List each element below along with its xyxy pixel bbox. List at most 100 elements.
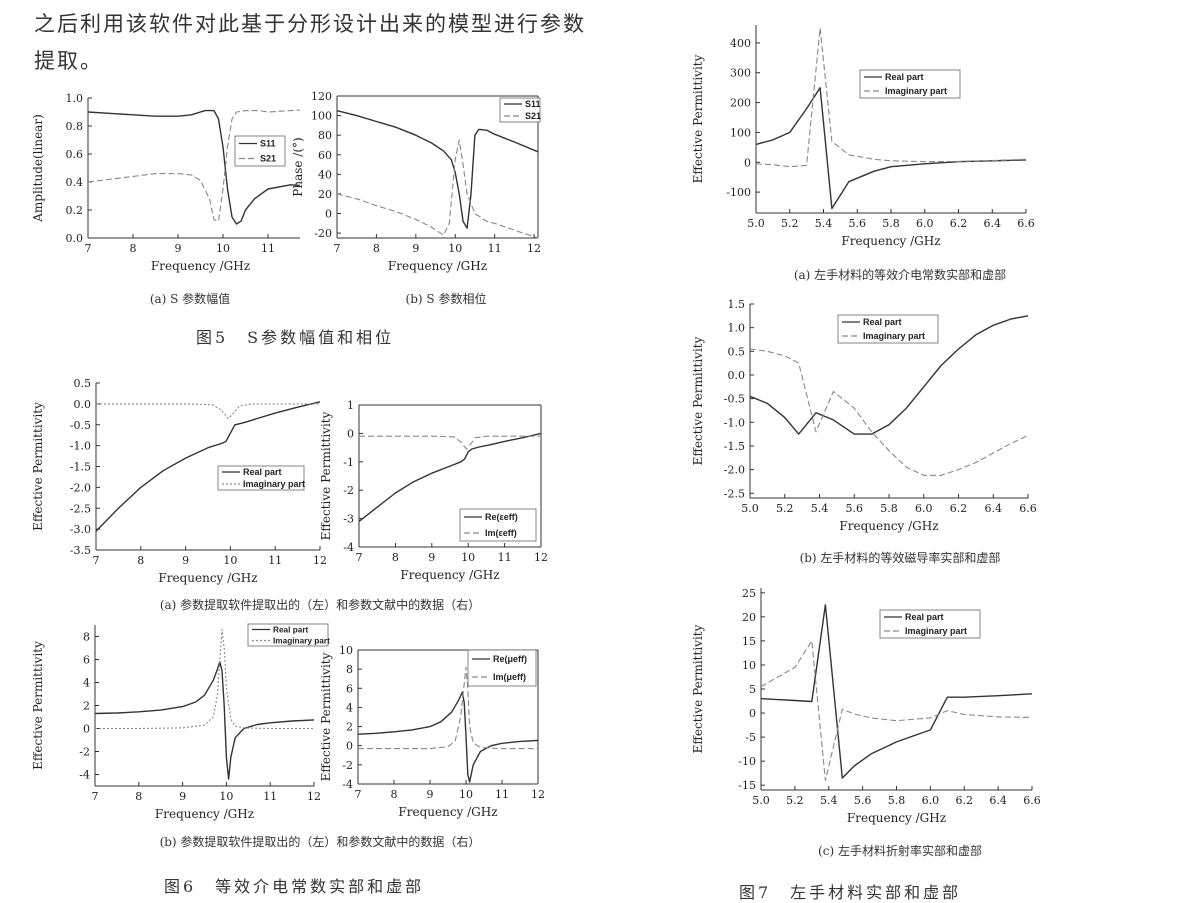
y-tick-label: -2.5 <box>70 502 91 515</box>
intro-paragraph: 之后利用该软件对此基于分形设计出来的模型进行参数提取。 <box>34 12 586 73</box>
x-axis-label: Frequency /GHz <box>151 259 250 273</box>
series-line <box>336 139 539 239</box>
y-tick-label: 0.0 <box>728 369 746 382</box>
x-tick-label: 6.6 <box>1023 794 1040 807</box>
series-line <box>336 110 539 229</box>
y-tick-label: 15 <box>742 635 756 648</box>
legend-label: Re(μeff) <box>493 654 527 664</box>
y-tick-label: 0 <box>347 427 354 440</box>
y-tick-label: -0.5 <box>70 419 91 432</box>
y-tick-label: -15 <box>738 779 756 792</box>
y-tick-label: -3.0 <box>70 523 91 536</box>
y-tick-label: -2.0 <box>70 481 91 494</box>
series-line <box>87 109 300 225</box>
y-tick-label: -2 <box>343 484 354 497</box>
fig7-title: 图7 左手材料实部和虚部 <box>739 883 962 902</box>
x-tick-label: 6.2 <box>950 502 968 515</box>
legend-label: Real part <box>905 612 944 622</box>
y-tick-label: -3.5 <box>70 544 91 557</box>
y-tick-label: -0.5 <box>724 393 745 406</box>
y-tick-label: -1.0 <box>724 416 745 429</box>
y-tick-label: -1.5 <box>724 440 745 453</box>
y-tick-label: 0 <box>744 156 751 169</box>
legend-box <box>837 314 939 344</box>
y-tick-label: -5 <box>745 731 756 744</box>
series-line <box>755 27 1027 168</box>
y-tick-label: 0 <box>83 723 90 736</box>
fig7b-caption: (b) 左手材料的等效磁导率实部和虚部 <box>799 551 1001 565</box>
y-tick-label: -4 <box>342 778 353 791</box>
series-line <box>96 403 320 420</box>
y-tick-label: 0 <box>749 707 756 720</box>
y-axis-label: Effective Permittivity <box>691 54 705 183</box>
chart-lh-permittivity: 5.0 5.2 5.4 5.6 5.8 6.0 6.2 6.4 6.6 -100 0 100 200 30… <box>691 25 1035 248</box>
x-tick-label: 7 <box>85 242 92 255</box>
y-tick-label: 0.0 <box>74 398 92 411</box>
x-tick-label: 8 <box>137 554 144 567</box>
x-axis-label: Frequency /GHz <box>400 568 499 582</box>
y-tick-label: 0.4 <box>66 176 84 189</box>
y-tick-label: 400 <box>730 37 751 50</box>
y-axis-label: Effective Permittivity <box>31 402 45 531</box>
legend-label: Imaginary part <box>905 626 967 636</box>
y-tick-label: 10 <box>742 659 756 672</box>
series-line <box>760 604 1033 779</box>
y-tick-label: -1.5 <box>70 461 91 474</box>
x-tick-label: 7 <box>93 554 100 567</box>
chart-s-phase: 7 8 9 10 11 12 -20 0 20 40 60 80 100 120 Frequency /GH… <box>291 90 541 273</box>
x-axis-label: Frequency /GHz <box>158 571 257 585</box>
legend-label: Real part <box>885 72 924 82</box>
legend-box <box>459 508 537 542</box>
x-tick-label: 12 <box>531 788 545 801</box>
x-tick-label: 12 <box>527 242 541 255</box>
y-tick-label: 100 <box>311 110 332 123</box>
legend-label: Real part <box>863 317 902 327</box>
x-axis-label: Frequency /GHz <box>847 811 946 825</box>
y-tick-label: 0.0 <box>66 232 84 245</box>
x-tick-label: 5.0 <box>741 502 759 515</box>
fig5b-caption: (b) S 参数相位 <box>405 292 487 306</box>
x-tick-label: 7 <box>334 242 341 255</box>
y-tick-label: 2 <box>346 721 353 734</box>
x-tick-label: 6.0 <box>915 502 933 515</box>
legend-box <box>467 649 537 687</box>
x-axis-label: Frequency /GHz <box>841 234 940 248</box>
y-axis-label: Effective Permittivity <box>319 652 333 781</box>
y-tick-label: 2 <box>83 700 90 713</box>
x-tick-label: 11 <box>498 551 512 564</box>
x-tick-label: 9 <box>412 242 419 255</box>
x-axis-label: Frequency /GHz <box>398 805 497 819</box>
y-tick-label: 0.5 <box>74 377 92 390</box>
x-tick-label: 11 <box>495 788 509 801</box>
y-tick-label: 6 <box>83 654 90 667</box>
y-axis-label: Phase /(°) <box>291 137 305 196</box>
x-tick-label: 5.2 <box>786 794 804 807</box>
y-tick-label: 8 <box>346 663 353 676</box>
x-tick-label: 6.4 <box>985 502 1003 515</box>
y-tick-label: 200 <box>730 97 751 110</box>
fig5-title: 图5 S参数幅值和相位 <box>196 328 395 347</box>
x-tick-label: 6.0 <box>916 217 934 230</box>
series-line <box>95 401 321 532</box>
y-axis-label: Amplitude(linear) <box>31 114 45 223</box>
x-tick-label: 7 <box>355 788 362 801</box>
x-tick-label: 9 <box>179 790 186 803</box>
x-tick-label: 6.6 <box>1017 217 1035 230</box>
chart-permittivity-literature-a: 7 8 9 10 11 12 -4 -3 -2 -1 0 1 Frequency /GHz Effecti… <box>319 399 548 582</box>
legend-label: Imaginary part <box>885 86 947 96</box>
x-tick-label: 9 <box>428 551 435 564</box>
chart-permittivity-software-a: 7 8 9 10 11 12 -3.5 -3.0 -2.5 -2.0 -1.5 -1.0 -0.5 0.0… <box>31 377 327 585</box>
x-tick-label: 9 <box>175 242 182 255</box>
x-tick-label: 8 <box>392 551 399 564</box>
legend-label: S11 <box>525 99 541 109</box>
x-tick-label: 5.4 <box>811 502 829 515</box>
x-tick-label: 5.6 <box>849 217 867 230</box>
x-tick-label: 8 <box>373 242 380 255</box>
y-tick-label: 5 <box>749 683 756 696</box>
series-line <box>755 86 1027 210</box>
y-tick-label: 100 <box>730 126 751 139</box>
legend-box <box>234 135 286 167</box>
x-tick-label: 6.4 <box>984 217 1002 230</box>
y-tick-label: 25 <box>742 587 756 600</box>
